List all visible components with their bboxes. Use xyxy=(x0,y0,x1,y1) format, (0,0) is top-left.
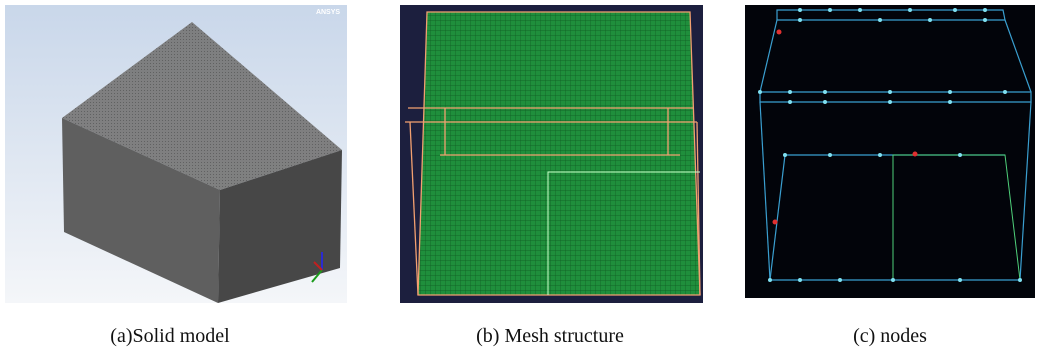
solid-model-panel: ANSYS (a)Solid model xyxy=(5,5,347,347)
caption: (c) nodes xyxy=(853,325,927,347)
figure: ANSYS (a)Solid model (b) Mesh structure xyxy=(0,0,1038,358)
logo: ANSYS xyxy=(316,9,340,16)
mesh-box xyxy=(418,12,700,295)
nodes-panel: (c) nodes xyxy=(745,5,1035,347)
caption: (a)Solid model xyxy=(110,325,230,347)
viewport xyxy=(745,5,1035,298)
mesh-panel: (b) Mesh structure xyxy=(400,5,703,347)
caption: (b) Mesh structure xyxy=(476,325,624,347)
